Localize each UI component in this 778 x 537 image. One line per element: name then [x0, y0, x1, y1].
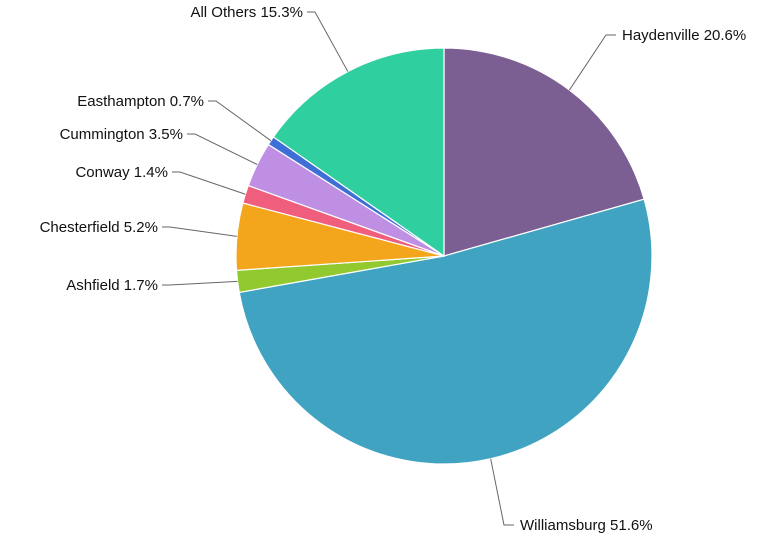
- leader-line-chesterfield: [162, 226, 237, 237]
- slice-label-cummington: Cummington 3.5%: [60, 126, 183, 143]
- labels-layer: Haydenville 20.6% Williamsburg 51.6% Ashfi…: [40, 4, 747, 534]
- leader-line-all-others: [307, 11, 349, 72]
- slice-label-easthampton: Easthampton 0.7%: [77, 93, 204, 110]
- leader-line-cummington: [187, 133, 258, 165]
- slice-label-williamsburg: Williamsburg 51.6%: [520, 517, 653, 534]
- leader-line-haydenville: [568, 34, 616, 91]
- slice-label-all-others: All Others 15.3%: [190, 4, 303, 21]
- pie-slice-williamsburg: [238, 198, 653, 465]
- pie-slice-all-others: [272, 47, 445, 258]
- slice-label-ashfield: Ashfield 1.7%: [66, 277, 158, 294]
- slice-label-conway: Conway 1.4%: [75, 164, 168, 181]
- leader-line-williamsburg: [490, 458, 514, 526]
- leader-line-easthampton: [208, 100, 272, 142]
- slices-layer: [235, 47, 653, 465]
- pie-slice-haydenville: [443, 47, 645, 257]
- leader-line-conway: [172, 171, 246, 195]
- slice-label-haydenville: Haydenville 20.6%: [622, 27, 746, 44]
- leader-line-ashfield: [162, 280, 238, 286]
- slice-label-chesterfield: Chesterfield 5.2%: [40, 219, 158, 236]
